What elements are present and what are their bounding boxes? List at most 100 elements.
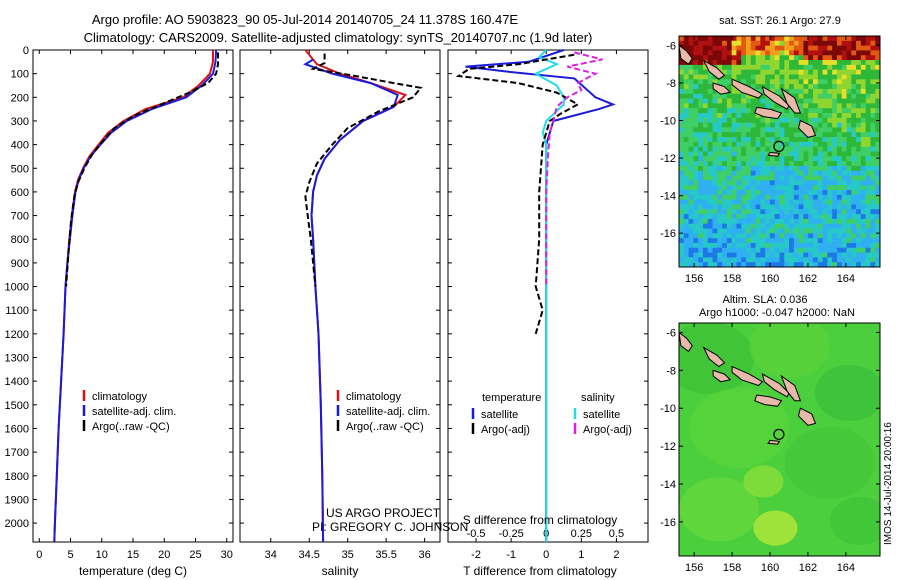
sst-cell <box>750 127 756 133</box>
sst-cell <box>779 194 785 201</box>
sst-cell <box>860 45 867 51</box>
sst-cell <box>813 50 819 56</box>
sst-cell <box>746 209 752 215</box>
sst-cell <box>779 204 785 210</box>
depth-tick-label: 200 <box>11 92 29 104</box>
sst-cell <box>679 185 685 191</box>
sst-cell <box>731 204 737 210</box>
sst-cell <box>779 137 785 143</box>
sst-cell <box>746 108 752 114</box>
sst-cell <box>784 209 790 215</box>
map-y-tick-label: -12 <box>660 153 676 165</box>
sst-cell <box>822 36 828 42</box>
sst-cell <box>760 141 766 148</box>
sst-cell <box>817 185 823 191</box>
sst-cell <box>736 190 742 196</box>
sst-cell <box>808 204 814 210</box>
sst-cell <box>865 204 871 210</box>
sst-cell <box>726 170 733 176</box>
sst-cell <box>793 127 800 133</box>
sst-cell <box>865 194 871 201</box>
sst-cell <box>755 40 761 47</box>
sst-cell <box>741 165 747 172</box>
sst-cell <box>722 69 728 75</box>
sst-cell <box>803 40 809 47</box>
sst-cell <box>702 122 709 128</box>
sst-cell <box>870 98 876 104</box>
sst-cell <box>856 257 862 263</box>
sst-cell <box>836 88 843 95</box>
sst-cell <box>856 223 862 229</box>
sst-cell <box>851 127 857 133</box>
sst-cell <box>683 84 689 90</box>
sst-cell <box>712 190 718 196</box>
x-tick-label: 0 <box>36 549 42 561</box>
sst-cell <box>813 141 819 148</box>
sst-cell <box>746 233 752 239</box>
sst-cell <box>698 262 704 267</box>
sst-cell <box>765 218 771 225</box>
sst-cell <box>679 79 685 85</box>
sst-cell <box>688 122 694 128</box>
sst-cell <box>822 257 828 263</box>
sst-cell <box>779 199 785 205</box>
sst-cell <box>731 233 737 239</box>
sst-cell <box>679 141 685 148</box>
sst-cell <box>755 69 761 75</box>
sst-cell <box>789 108 795 114</box>
sst-cell <box>827 185 833 191</box>
sla-blob <box>679 477 760 542</box>
sst-cell <box>798 151 804 157</box>
sst-cell <box>789 242 795 249</box>
sst-cell <box>774 156 780 162</box>
sst-cell <box>683 69 689 75</box>
sst-cell <box>712 204 718 210</box>
sst-cell <box>736 64 742 71</box>
sst-cell <box>822 69 828 75</box>
x-tick-label: 2 <box>613 549 619 561</box>
sst-cell <box>722 156 728 162</box>
sst-cell <box>750 218 756 225</box>
sst-cell <box>741 175 747 181</box>
sst-cell <box>817 262 823 267</box>
island-outline <box>761 85 790 110</box>
sst-cell <box>679 262 685 267</box>
sst-cell <box>832 113 838 119</box>
sst-cell <box>746 161 752 167</box>
sst-cell <box>860 50 867 56</box>
sst-cell <box>851 247 857 253</box>
sst-cell <box>832 79 838 85</box>
sst-cell <box>712 228 718 234</box>
sst-cell <box>841 170 847 176</box>
sst-cell <box>717 238 723 244</box>
sst-cell <box>851 238 857 244</box>
sst-cell <box>856 165 862 172</box>
sst-cell <box>683 214 689 220</box>
sst-cell <box>688 98 694 104</box>
sst-cell <box>817 252 823 258</box>
sst-cell <box>789 175 795 181</box>
sst-cell <box>717 257 723 263</box>
sst-cell <box>822 55 828 61</box>
sst-cell <box>856 69 862 75</box>
sst-cell <box>774 204 780 210</box>
sst-cell <box>822 247 828 253</box>
difference-axes-frame <box>447 49 649 543</box>
depth-tick-label: 1800 <box>5 471 29 483</box>
sst-cell <box>856 84 862 90</box>
island-outline <box>702 59 726 80</box>
island-outline <box>712 369 732 383</box>
sst-cell <box>813 36 819 42</box>
sst-cell <box>836 141 843 148</box>
sst-cell <box>832 55 838 61</box>
sst-cell <box>813 98 819 104</box>
sst-cell <box>722 252 728 258</box>
sst-cell <box>717 64 723 71</box>
sst-cell <box>822 84 828 90</box>
sst-cell <box>769 50 776 56</box>
sst-cell <box>832 194 838 201</box>
sst-cell <box>789 257 795 263</box>
sst-cell <box>789 214 795 220</box>
sst-cell <box>717 194 723 201</box>
sst-cell <box>746 242 752 249</box>
